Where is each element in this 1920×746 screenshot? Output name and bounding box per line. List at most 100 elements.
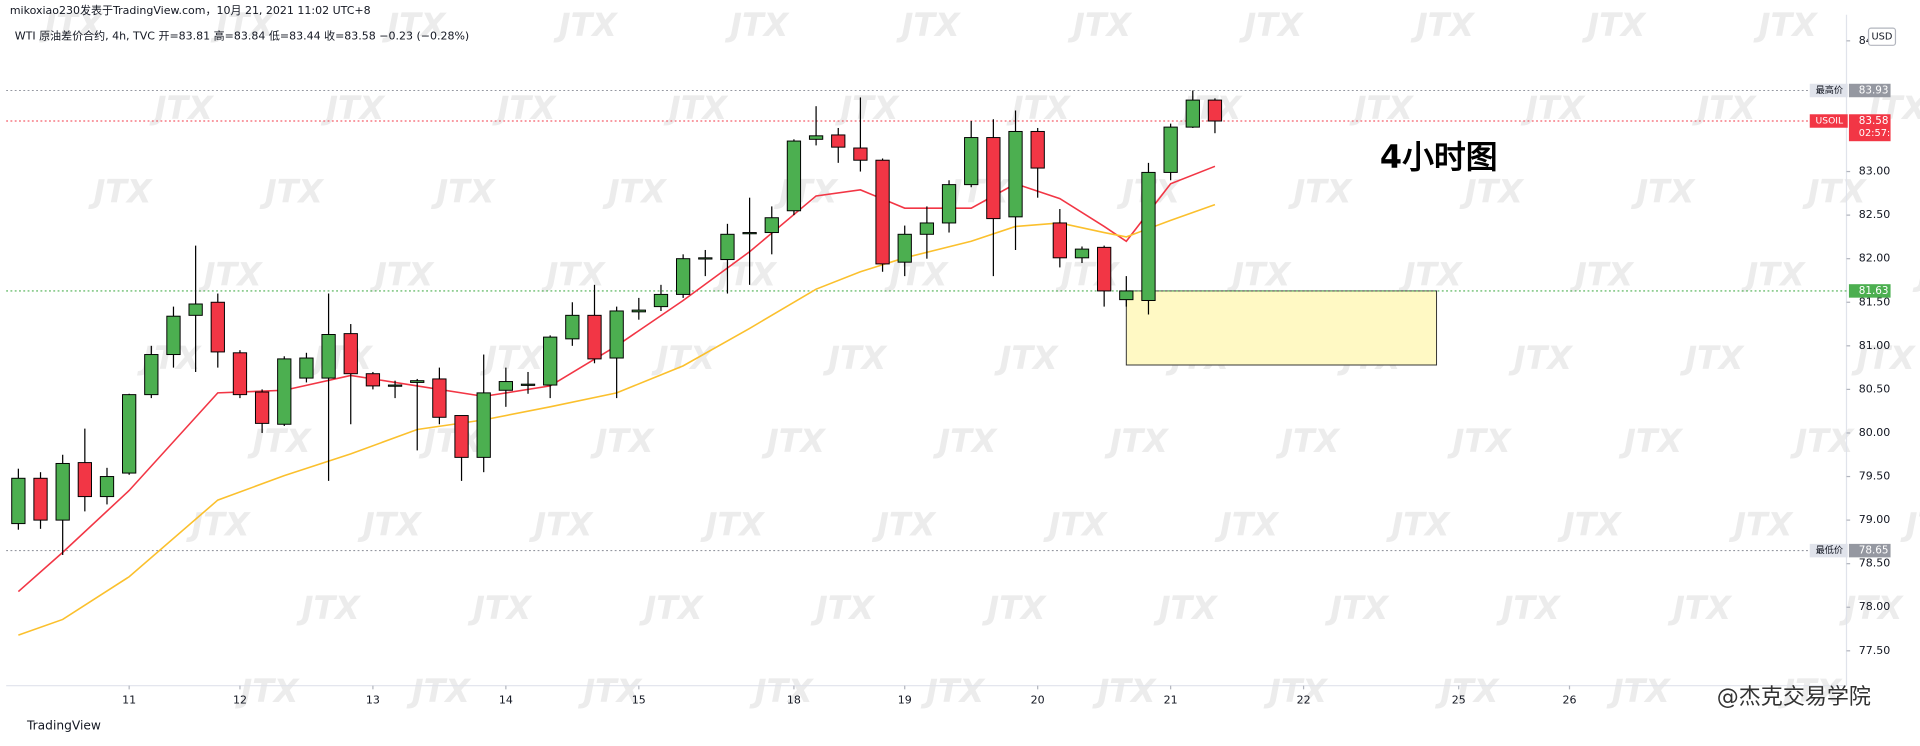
x-tick-label: 11 [122,693,136,706]
annotation: 4小时图 [1380,138,1498,176]
watermark: JTX [210,6,276,44]
name-label: 最低价 [1816,544,1844,556]
watermark: JTX [1777,672,1843,710]
candle-body [808,135,824,140]
watermark: JTX [932,422,998,460]
watermark: JTX [467,589,533,627]
candle-body [964,137,979,186]
watermark: JTX [1263,672,1329,710]
candle-body [188,303,203,316]
candle-body [1119,290,1134,301]
watermark: JTX [981,589,1047,627]
candle-body [498,381,513,391]
watermark: JTX [1447,422,1513,460]
name-box [1809,83,1848,98]
x-tick-label: 15 [632,693,646,706]
watermark: JTX [1496,589,1562,627]
header: mikoxiao230发表于TradingView.com，10月 21, 20… [10,3,371,17]
candle-body [1052,222,1067,259]
name-label: USOIL [1816,116,1844,127]
watermark: JTX [651,339,717,377]
watermark: JTX [1569,256,1635,294]
y-tick-label: 79.50 [1859,470,1891,483]
name-box [1809,114,1848,128]
x-tick-label: 26 [1562,693,1576,706]
candle-body [410,380,425,383]
name-label: 最高价 [1816,84,1844,96]
x-tick-label: 21 [1164,693,1178,706]
watermark: JTX [198,256,264,294]
watermark: JTX [87,172,153,210]
watermark: JTX [308,339,374,377]
watermark: JTX [357,506,423,544]
price-label-box [1848,114,1891,142]
candle-body [476,392,491,458]
watermark: JTX [602,172,668,210]
watermark: JTX [749,672,815,710]
watermark: JTX [406,672,472,710]
candle-body [210,301,225,353]
candle-body [254,391,270,424]
x-tick-label: 12 [233,693,247,706]
watermark: JTX [700,506,766,544]
watermark: JTX [1520,89,1586,127]
candle-body [609,310,624,359]
candle-body [166,315,181,356]
watermark: JTX [247,422,313,460]
watermark: JTX [1851,339,1917,377]
watermark: JTX [296,589,362,627]
watermark: JTX [1753,6,1819,44]
watermark: JTX [1214,506,1280,544]
candle-body [631,309,646,313]
watermark: JTX [492,89,558,127]
watermark: JTX [185,506,251,544]
candle-body [343,333,358,375]
watermark: JTX [994,339,1060,377]
watermark: JTX [1557,506,1623,544]
candle-body [1030,130,1045,169]
candle-body [277,358,292,425]
name-box [1809,543,1848,558]
y-tick-label: 80.00 [1859,426,1891,439]
candle-body [11,477,26,525]
watermark: JTX [1226,256,1292,294]
candle-body [764,217,779,234]
watermark: JTX [1067,6,1133,44]
candle-body [986,137,1001,220]
candle-body [1097,246,1112,292]
watermark: JTX [1459,172,1525,210]
watermark: JTX [1153,589,1219,627]
candle-body [831,134,846,148]
candle-body [299,357,314,379]
watermark: JTX [479,339,545,377]
candle-body [55,462,70,521]
watermark: JTX [38,6,104,44]
watermark: JTX [528,506,594,544]
watermark: JTX [920,672,986,710]
watermark: JTX [1238,6,1304,44]
watermark: JTX [663,89,729,127]
price-label-box [1848,543,1891,558]
x-tick-label: 13 [366,693,380,706]
candle-body [565,314,580,340]
watermark: JTX [540,256,606,294]
watermark: JTX [896,6,962,44]
price-label: 83.58 [1859,115,1889,127]
currency: USD [1872,32,1893,43]
watermark: JTX [1630,172,1696,210]
watermark: JTX [871,506,937,544]
candle-body [144,354,159,396]
price-label: 81.63 [1859,285,1889,297]
candle-body [587,314,602,360]
watermark: JTX [1618,422,1684,460]
candle-body [786,140,802,212]
watermark: JTX [1042,506,1108,544]
y-tick-label: 82.50 [1859,208,1891,221]
x-tick-label: 18 [787,693,801,706]
brand: TradingView [26,719,101,733]
candle-body [1141,171,1156,302]
watermark: JTX [1789,422,1855,460]
watermark: JTX [1581,6,1647,44]
price-label: 83.93 [1859,85,1889,97]
